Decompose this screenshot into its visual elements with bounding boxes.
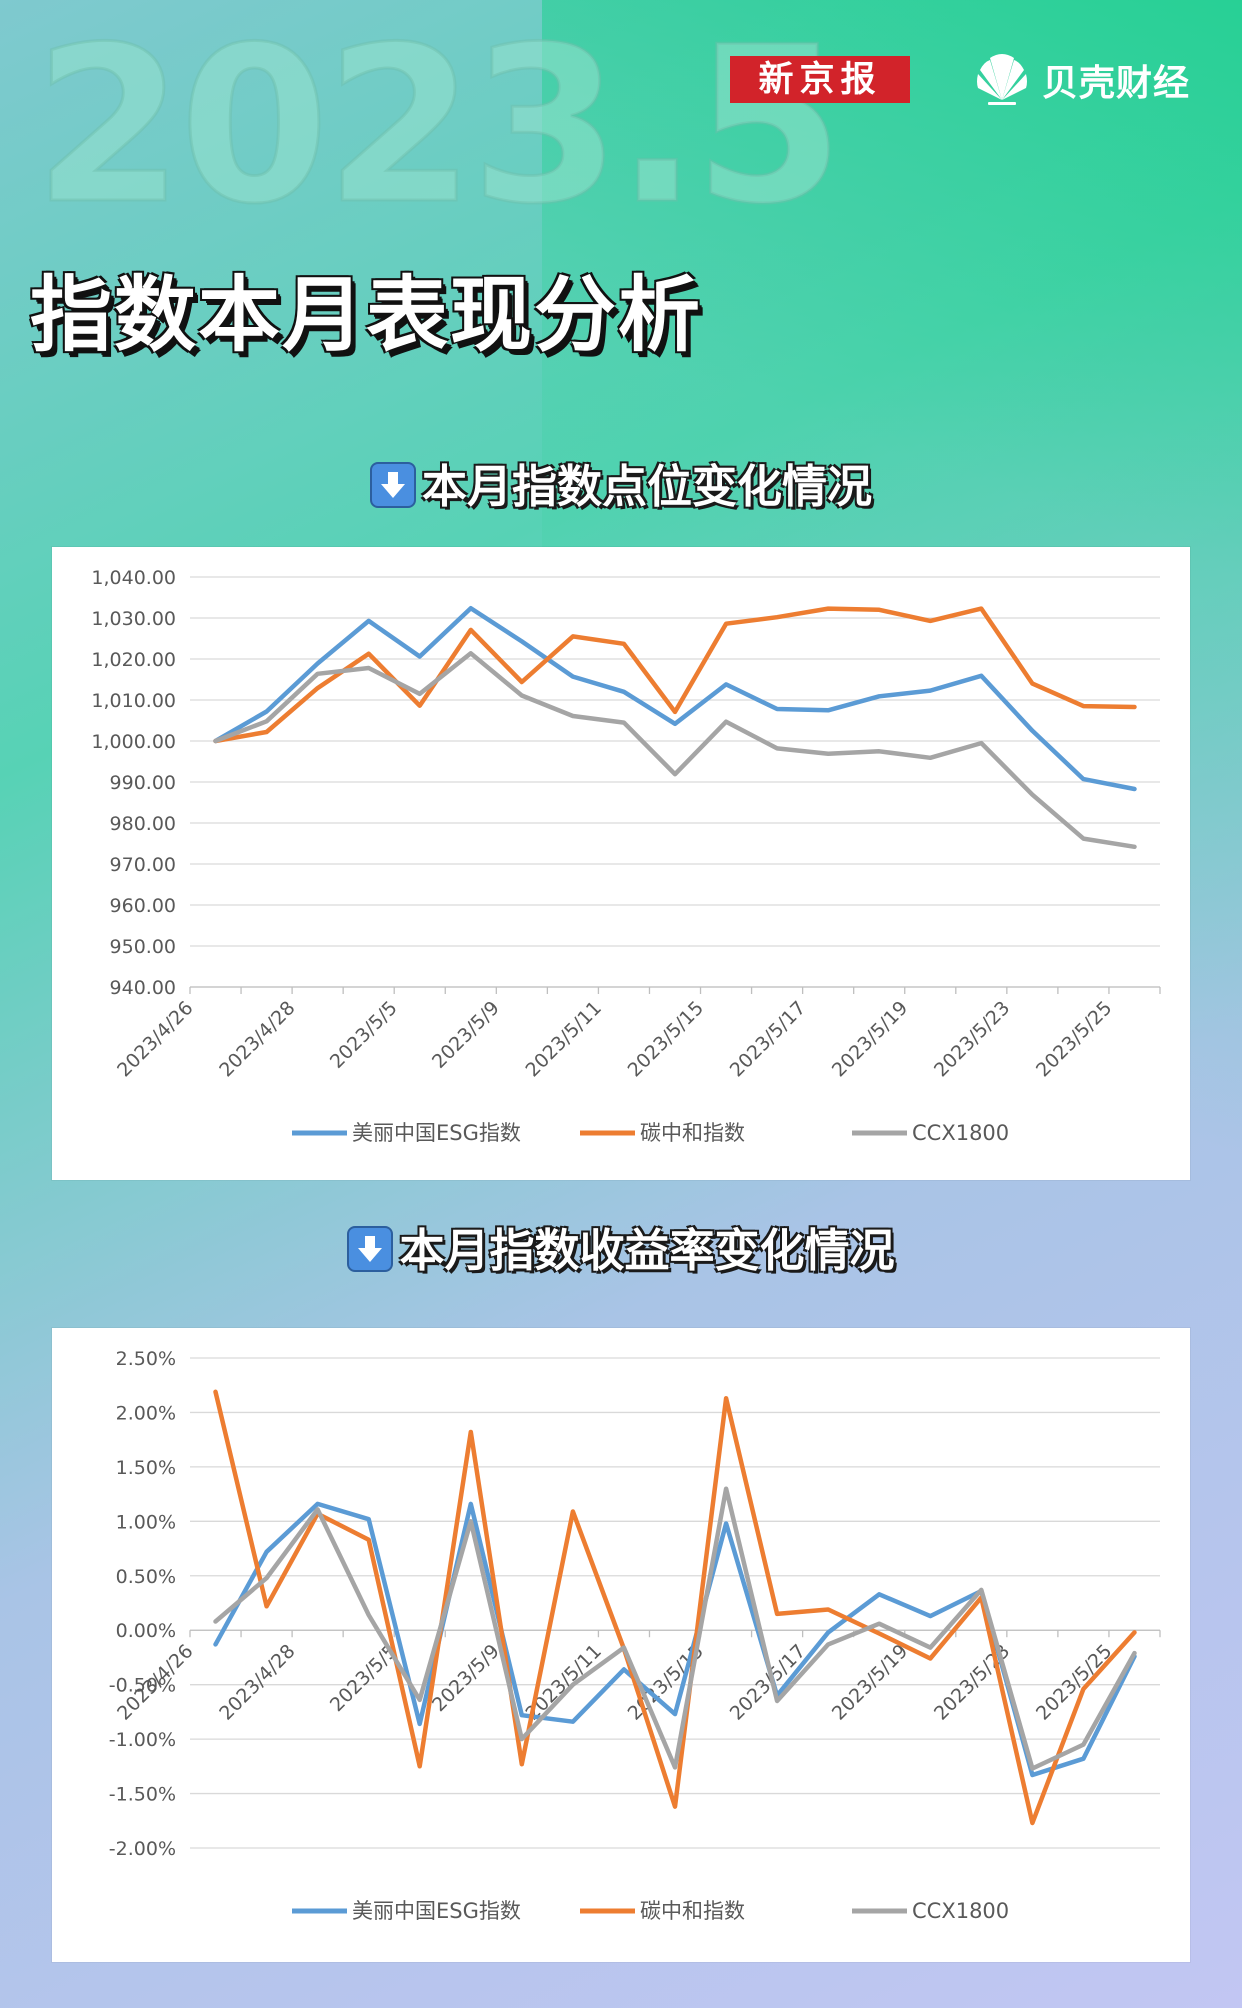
y-tick-label: 1,020.00 [91,649,176,671]
x-tick-label: 2023/5/19 [828,997,912,1081]
x-tick-label: 2023/5/25 [1032,997,1116,1081]
beike-caijing-text: 贝壳财经 [1042,63,1191,104]
y-tick-label: 1,010.00 [91,690,176,712]
x-tick-label: 2023/5/23 [930,997,1014,1081]
legend-label-ccx: CCX1800 [912,1121,1009,1145]
y-tick-label: -1.00% [109,1729,176,1751]
x-tick-label: 2023/5/15 [624,997,708,1081]
y-tick-label: 940.00 [110,977,176,999]
x-tick-label: 2023/5/19 [828,1640,912,1724]
y-tick-label: 1,030.00 [91,608,176,630]
y-tick-label: 960.00 [110,895,176,917]
y-tick-label: 1,000.00 [91,731,176,753]
series-line-ccx [213,1486,1137,1771]
points-chart-card: 940.00 950.00 960.00 970.00 980.00 990.00 1,00… [52,547,1190,1180]
xinjingbao-logo: 新京报 [730,56,910,103]
legend-label-carbon: 碳中和指数 [640,1899,745,1923]
y-tick-label: 2.50% [116,1348,176,1370]
legend-label-esg: 美丽中国ESG指数 [352,1899,521,1923]
returns-line-chart: -2.00% -1.50% -1.00% -0.50% 0.00% 0.50% 1.00% 1… [109,1348,1161,1923]
legend-label-ccx: CCX1800 [912,1899,1009,1923]
section-title-returns: 本月指数收益率变化情况 [0,1214,1242,1279]
x-tick-label: 2023/4/28 [215,1640,299,1724]
returns-chart-card: -2.00% -1.50% -1.00% -0.50% 0.00% 0.50% 1.00% 1… [52,1328,1190,1962]
series-line-carbon [213,606,1137,744]
page-title: 指数本月表现分析 [30,268,703,363]
y-tick-label: 1.50% [116,1457,176,1479]
points-line-chart: 940.00 950.00 960.00 970.00 980.00 990.00 1,00… [91,567,1161,1145]
x-tick-label: 2023/5/5 [326,997,402,1073]
x-tick-label: 2023/4/26 [113,997,197,1081]
down-arrow-icon [369,462,416,508]
series-line-ccx [213,651,1137,850]
y-tick-label: -0.50% [109,1675,176,1697]
series-line-esg [213,605,1137,792]
shell-icon [977,54,1027,105]
x-tick-label: 2023/5/9 [428,997,504,1073]
section-title-returns-text: 本月指数收益率变化情况 [399,1224,895,1277]
legend-label-carbon: 碳中和指数 [640,1121,745,1145]
y-tick-label: 950.00 [110,936,176,958]
y-tick-label: 0.00% [116,1620,176,1642]
beike-caijing-logo: 贝壳财经 [970,50,1190,110]
y-tick-label: 2.00% [116,1402,176,1424]
year-badge: 2023.5 [33,0,846,251]
x-tick-label: 2023/5/17 [726,997,810,1081]
y-tick-label: 1.00% [116,1511,176,1533]
y-tick-label: 1,040.00 [91,567,176,589]
section-title-points-text: 本月指数点位变化情况 [421,460,872,513]
y-tick-label: -2.00% [109,1838,176,1860]
y-tick-label: 990.00 [110,772,176,794]
y-tick-label: 0.50% [116,1566,176,1588]
y-tick-label: 970.00 [110,854,176,876]
x-tick-label: 2023/5/11 [522,997,606,1081]
y-tick-label: -1.50% [109,1784,176,1806]
section-title-points: 本月指数点位变化情况 [0,450,1242,515]
down-arrow-icon [347,1226,394,1272]
x-tick-label: 2023/4/28 [215,997,299,1081]
legend-label-esg: 美丽中国ESG指数 [352,1121,521,1145]
x-tick-label: 2023/5/17 [726,1640,810,1724]
y-tick-label: 980.00 [110,813,176,835]
